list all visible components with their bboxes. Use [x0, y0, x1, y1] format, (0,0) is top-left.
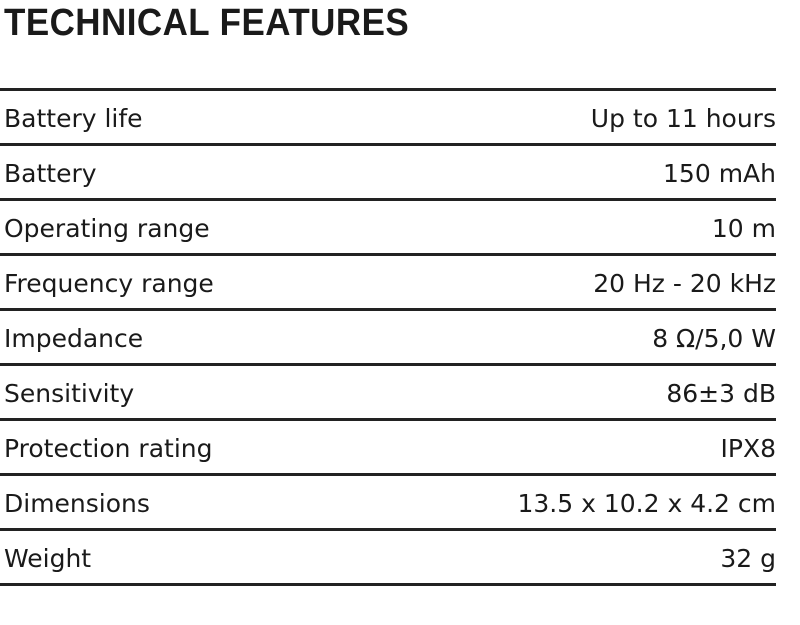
- spec-row: Dimensions 13.5 x 10.2 x 4.2 cm: [0, 476, 776, 531]
- spec-label: Battery: [4, 158, 97, 188]
- spec-label: Operating range: [4, 213, 210, 243]
- spec-label: Sensitivity: [4, 378, 135, 408]
- spec-row: Battery 150 mAh: [0, 146, 776, 201]
- spec-value: 32 g: [720, 543, 776, 573]
- spec-row: Protection rating IPX8: [0, 421, 776, 476]
- spec-row: Frequency range 20 Hz - 20 kHz: [0, 256, 776, 311]
- spec-value: 86±3 dB: [666, 378, 776, 408]
- spec-value: 8 Ω/5,0 W: [652, 323, 776, 353]
- spec-label: Protection rating: [4, 433, 213, 463]
- spec-value: 13.5 x 10.2 x 4.2 cm: [517, 488, 776, 518]
- spec-label: Weight: [4, 543, 92, 573]
- spec-row: Sensitivity 86±3 dB: [0, 366, 776, 421]
- spec-row: Weight 32 g: [0, 531, 776, 586]
- spec-row: Operating range 10 m: [0, 201, 776, 256]
- spec-label: Dimensions: [4, 488, 150, 518]
- spec-label: Impedance: [4, 323, 144, 353]
- spec-label: Frequency range: [4, 268, 214, 298]
- spec-value: IPX8: [720, 433, 776, 463]
- spec-table: Battery life Up to 11 hours Battery 150 mAh…: [0, 88, 776, 586]
- spec-value: 150 mAh: [663, 158, 776, 188]
- spec-row: Battery life Up to 11 hours: [0, 91, 776, 146]
- spec-value: 20 Hz - 20 kHz: [593, 268, 776, 298]
- spec-label: Battery life: [4, 103, 143, 133]
- spec-row: Impedance 8 Ω/5,0 W: [0, 311, 776, 366]
- spec-value: Up to 11 hours: [590, 103, 776, 133]
- title: TECHNICAL FEATURES: [4, 2, 410, 44]
- spec-value: 10 m: [711, 213, 776, 243]
